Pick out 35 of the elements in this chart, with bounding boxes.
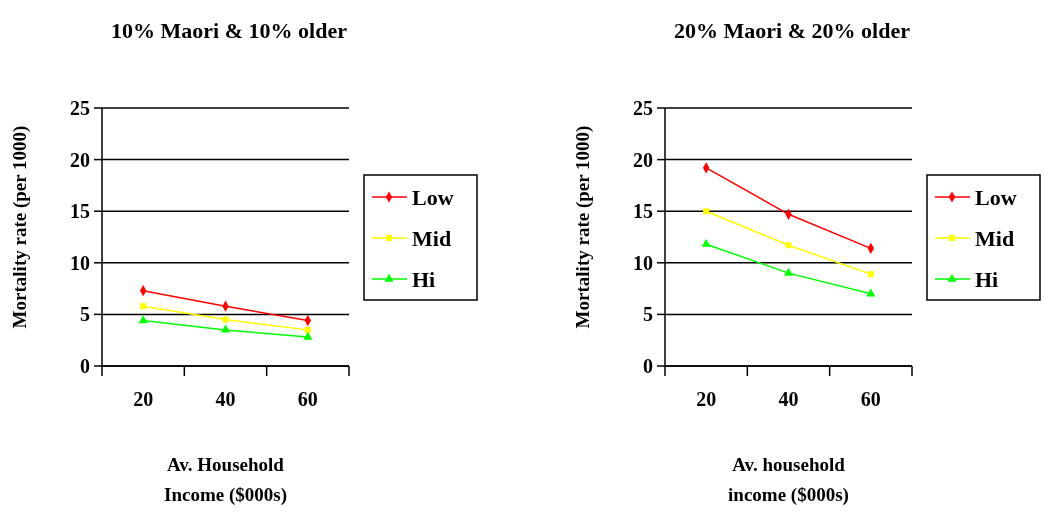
legend-label: Mid: [975, 225, 1015, 251]
x-tick-label: 40: [778, 388, 799, 410]
legend-label: Hi: [975, 266, 999, 292]
y-tick-label: 20: [70, 148, 90, 171]
x-axis-title: Av. household income ($000s): [728, 454, 849, 506]
y-tick-label: 10: [633, 251, 653, 274]
y-tick-label: 10: [70, 251, 90, 274]
point: [703, 208, 710, 215]
x-tick-label: 20: [133, 388, 154, 410]
y-axis-title: Mortality rate (per 1000): [9, 125, 31, 329]
y-tick-label: 15: [633, 200, 653, 223]
y-tick-label: 15: [70, 200, 90, 223]
legend-label: Mid: [412, 225, 452, 251]
legend-label: Low: [975, 184, 1017, 210]
x-tick-label: 40: [215, 388, 236, 410]
chart-title: 20% Maori & 20% older: [674, 18, 911, 43]
y-tick-label: 0: [643, 355, 653, 377]
chart-title: 10% Maori & 10% older: [111, 18, 348, 43]
x-tick-label: 60: [297, 388, 318, 410]
x-tick-label: 20: [696, 388, 717, 410]
y-tick-label: 25: [633, 97, 653, 119]
y-tick-label: 25: [70, 97, 90, 119]
x-tick-label: 60: [860, 388, 881, 410]
y-axis-title: Mortality rate (per 1000): [572, 125, 594, 329]
legend-label: Low: [412, 184, 454, 210]
y-tick-label: 0: [80, 355, 90, 377]
point: [867, 271, 874, 278]
y-tick-label: 20: [633, 148, 653, 171]
legend-label: Hi: [412, 266, 436, 292]
y-tick-label: 5: [80, 303, 90, 326]
point: [783, 267, 794, 276]
point: [785, 242, 792, 249]
y-tick-label: 5: [643, 303, 653, 326]
x-axis-title: Av. Household Income ($000s): [164, 454, 287, 506]
point: [701, 238, 711, 247]
